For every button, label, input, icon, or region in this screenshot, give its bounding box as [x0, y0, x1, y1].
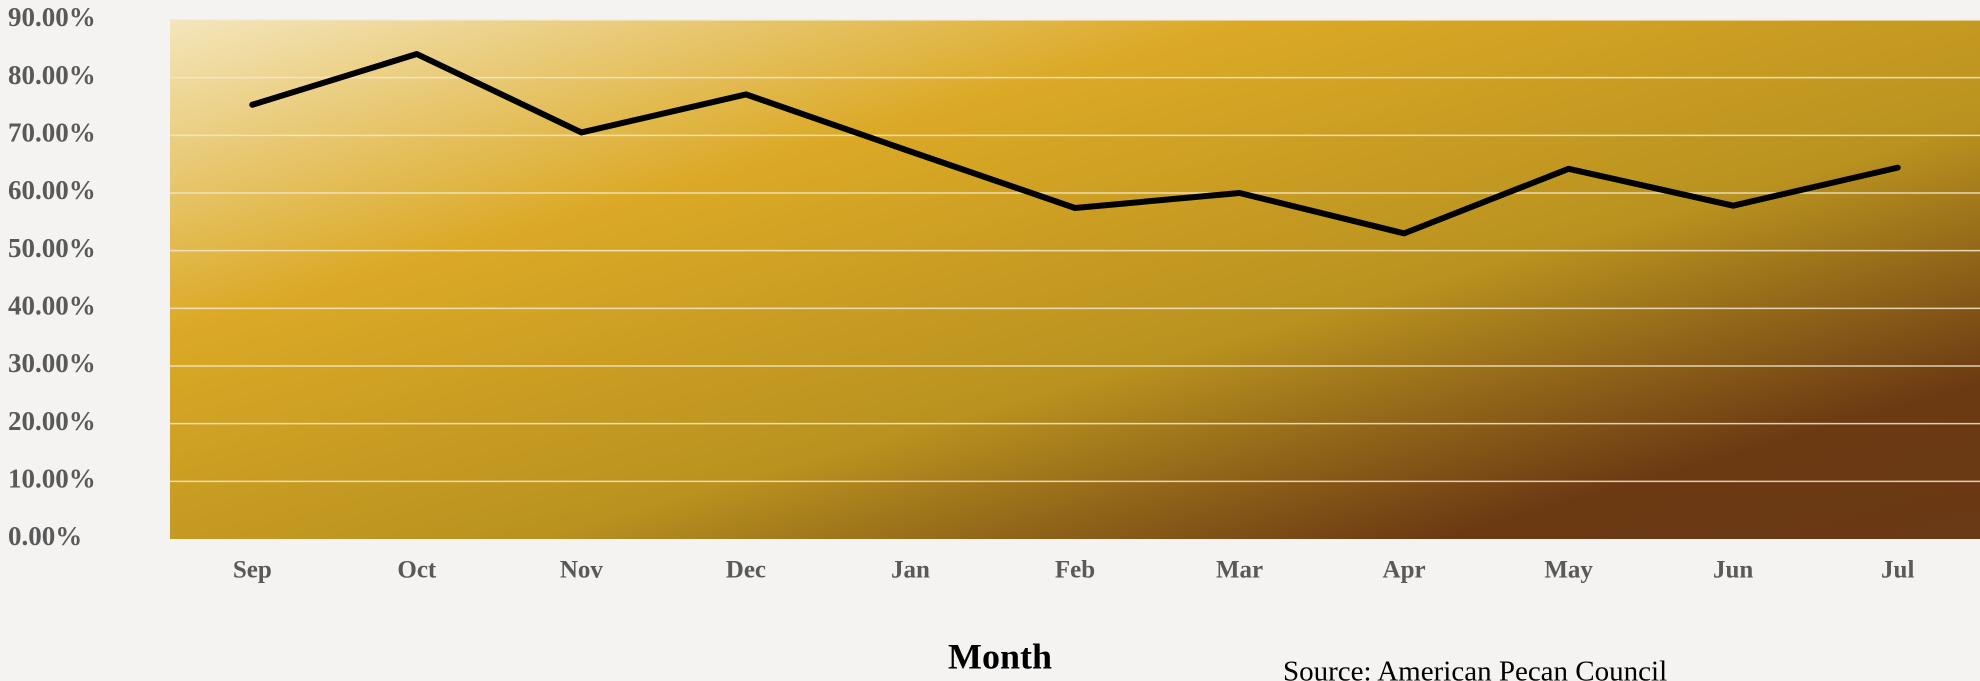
x-tick-label: Jun: [1713, 557, 1753, 584]
x-tick-label: Dec: [726, 557, 766, 584]
y-tick-label: 90.00%: [8, 2, 96, 32]
x-tick-label: Jul: [1881, 557, 1914, 584]
x-tick-label: Mar: [1216, 557, 1263, 584]
y-tick-label: 0.00%: [8, 521, 82, 551]
plot-area: [170, 20, 1980, 539]
x-tick-label: May: [1544, 557, 1593, 584]
x-tick-label: Sep: [233, 557, 272, 584]
y-tick-label: 30.00%: [8, 348, 96, 378]
y-tick-label: 20.00%: [8, 406, 96, 436]
source-note: Source: American Pecan Council: [1283, 656, 1667, 681]
x-tick-label: Apr: [1383, 557, 1426, 584]
x-tick-label: Oct: [397, 557, 437, 584]
y-tick-label: 10.00%: [8, 464, 96, 494]
y-tick-label: 80.00%: [8, 60, 96, 90]
x-tick-label: Nov: [560, 557, 604, 584]
data-line: [249, 51, 1901, 237]
y-tick-label: 50.00%: [8, 233, 96, 263]
x-axis-title: Month: [948, 636, 1052, 676]
x-tick-label: Jan: [891, 557, 930, 584]
y-tick-label: 60.00%: [8, 175, 96, 205]
y-tick-label: 40.00%: [8, 291, 96, 321]
x-tick-label: Feb: [1055, 557, 1095, 584]
y-tick-label: 70.00%: [8, 118, 96, 148]
